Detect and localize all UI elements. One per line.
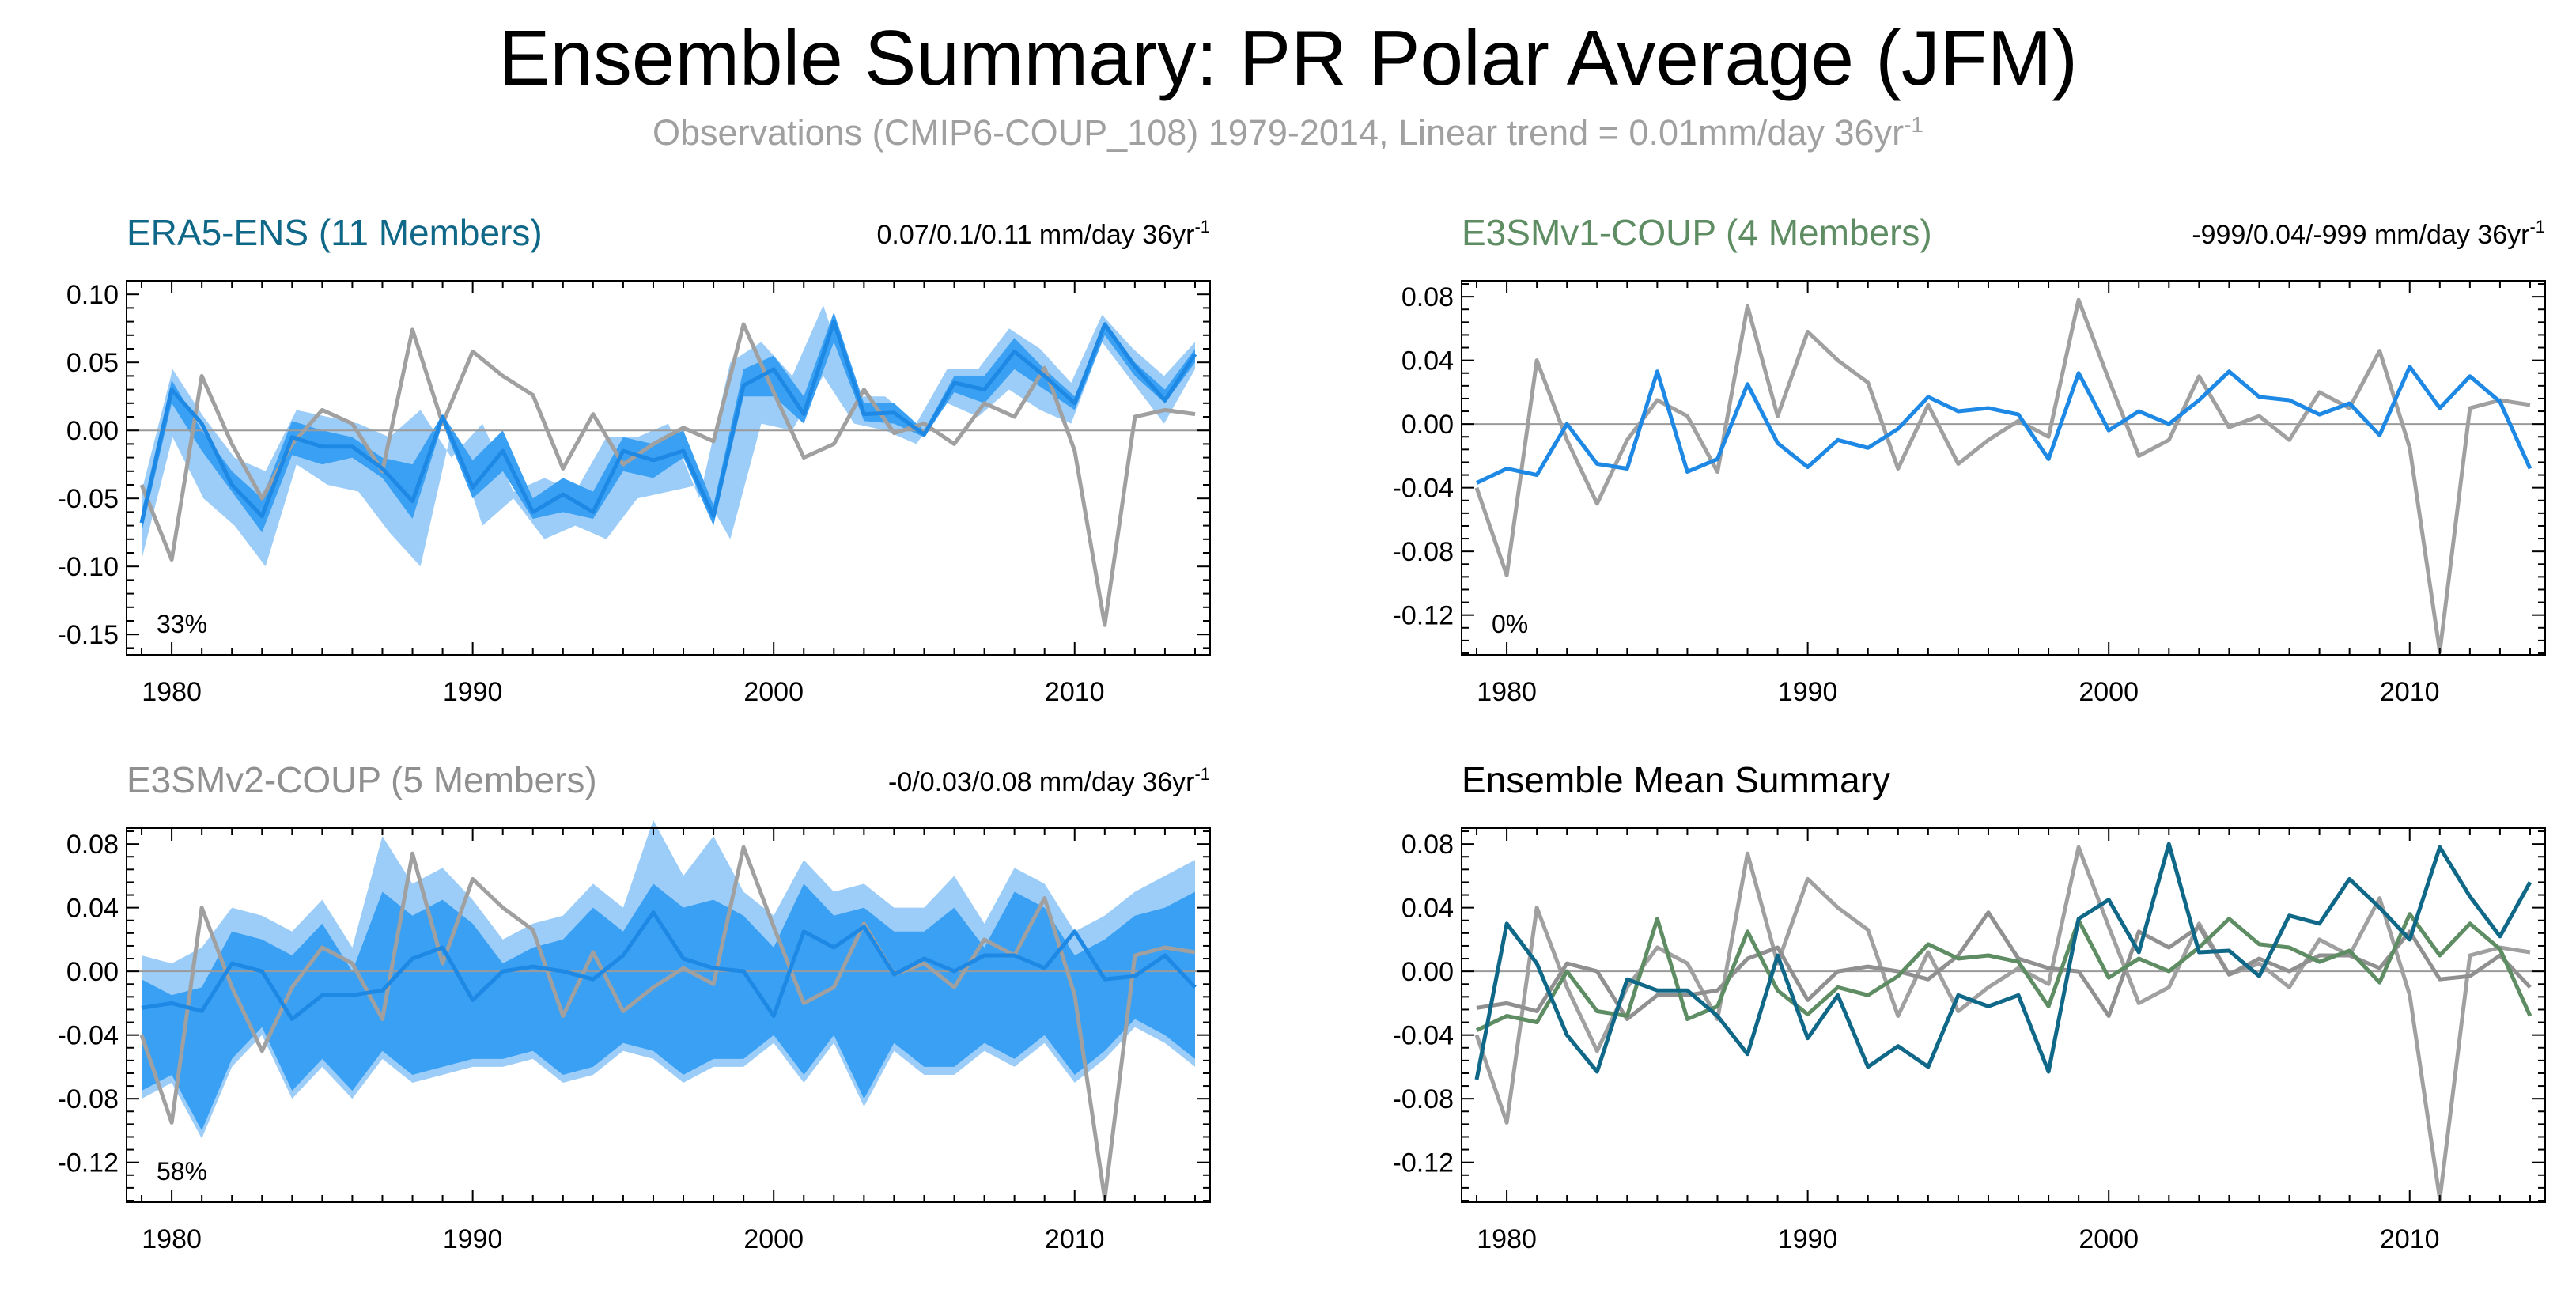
x-tick-label: 2000 [743, 1224, 804, 1254]
x-tick-label: 1990 [1778, 677, 1838, 707]
panel-title: Ensemble Mean Summary [1462, 759, 1890, 800]
x-tick-label: 1980 [1477, 1224, 1537, 1254]
panel-title: ERA5-ENS (11 Members) [127, 212, 543, 253]
x-tick-label: 2010 [1045, 677, 1105, 707]
y-tick-label: -0.04 [1393, 474, 1454, 504]
y-tick-label: 0.10 [66, 280, 119, 310]
trend-text: -0/0.03/0.08 mm/day 36yr [888, 767, 1194, 797]
y-tick-label: 0.04 [1401, 894, 1454, 924]
series-line-ensemble-mean [141, 910, 1197, 1021]
subtitle-superscript: -1 [1904, 112, 1923, 137]
chart-panel-1: 1980 1990 2000 2010 -0.15 -0.10 -0.05 0.00 0.05 0… [58, 212, 1211, 707]
y-tick-label: -0.10 [58, 552, 119, 582]
chart-panel-4: 1980 1990 2000 2010 -0.12 -0.08 -0.04 0.00 0.04 0… [1393, 759, 2546, 1254]
trend-text: 0.07/0.1/0.11 mm/day 36yr [877, 220, 1195, 250]
plot-frame [126, 280, 1211, 656]
trend-label: -999/0.04/-999 mm/day 36yr-1 [2192, 217, 2545, 250]
plot-frame [1461, 827, 2546, 1203]
percent-label: 0% [1492, 610, 1528, 638]
chart-panel-2: 1980 1990 2000 2010 -0.12 -0.08 -0.04 0.00 0.04 0… [1393, 212, 2546, 707]
y-tick-label: -0.08 [1393, 537, 1454, 567]
y-tick-label: 0.00 [1401, 410, 1454, 440]
x-tick-label: 2000 [2079, 1224, 2139, 1254]
x-tick-label: 2010 [2380, 1224, 2440, 1254]
percent-label: 33% [157, 610, 207, 638]
x-tick-label: 1980 [1477, 677, 1537, 707]
panel-title: E3SMv2-COUP (5 Members) [127, 759, 597, 800]
x-tick-label: 1980 [142, 1224, 202, 1254]
x-tick-label: 2010 [1045, 1224, 1105, 1254]
y-tick-label: 0.08 [66, 830, 119, 860]
percent-label: 58% [157, 1157, 207, 1186]
subtitle-text: Observations (CMIP6-COUP_108) 1979-2014,… [653, 112, 1905, 153]
series-line-observations [1474, 297, 2531, 654]
trend-superscript: -1 [1194, 764, 1210, 784]
series-line-ensemble-mean [139, 320, 1197, 524]
x-tick-label: 2000 [2079, 677, 2139, 707]
y-tick-label: 0.05 [66, 348, 119, 378]
x-tick-label: 1990 [1778, 1224, 1838, 1254]
page-title: Ensemble Summary: PR Polar Average (JFM) [498, 14, 2078, 101]
y-tick-label: -0.15 [58, 620, 119, 650]
plot-frame [126, 827, 1211, 1203]
chart-panel-3: 1980 1990 2000 2010 -0.12 -0.08 -0.04 0.00 0.04 0… [58, 759, 1211, 1254]
series-line-era5-ens [1474, 842, 2532, 1080]
trend-text: -999/0.04/-999 mm/day 36yr [2192, 220, 2529, 250]
trend-superscript: -1 [1194, 217, 1210, 236]
y-tick-label: -0.12 [58, 1148, 119, 1178]
panel-title: E3SMv1-COUP (4 Members) [1462, 212, 1932, 253]
y-tick-label: 0.00 [1401, 957, 1454, 987]
page-subtitle: Observations (CMIP6-COUP_108) 1979-2014,… [0, 103, 2576, 155]
series-line-e3smv2-coup [1476, 910, 2532, 1021]
y-tick-label: -0.04 [1393, 1021, 1454, 1051]
y-tick-label: 0.00 [66, 416, 119, 446]
series-line-e3smv1-coup [1475, 912, 2532, 1032]
trend-superscript: -1 [2529, 217, 2545, 236]
trend-label: 0.07/0.1/0.11 mm/day 36yr-1 [877, 217, 1211, 250]
band-central-range [142, 883, 1195, 1131]
plot-frame [1461, 280, 2546, 656]
x-tick-label: 1990 [443, 677, 503, 707]
y-tick-label: 0.08 [1401, 830, 1454, 860]
x-tick-label: 2000 [743, 677, 804, 707]
x-tick-label: 2010 [2380, 677, 2440, 707]
y-tick-label: 0.04 [66, 894, 119, 924]
y-tick-label: -0.12 [1393, 1148, 1454, 1178]
y-tick-label: -0.05 [58, 484, 119, 514]
x-tick-label: 1980 [142, 677, 202, 707]
y-tick-label: -0.08 [58, 1084, 119, 1114]
y-tick-label: -0.04 [58, 1021, 119, 1051]
y-tick-label: 0.04 [1401, 346, 1454, 376]
series-line-observations [1474, 845, 2531, 1201]
series-line-ensemble-mean [1475, 365, 2532, 485]
trend-label: -0/0.03/0.08 mm/day 36yr-1 [888, 764, 1210, 797]
series-line-observations [139, 322, 1196, 627]
series-line-observations [139, 845, 1196, 1201]
y-tick-label: 0.00 [66, 957, 119, 987]
band-central-range [142, 312, 1195, 533]
y-tick-label: -0.12 [1393, 601, 1454, 631]
y-tick-label: -0.08 [1393, 1084, 1454, 1114]
x-tick-label: 1990 [443, 1224, 503, 1254]
y-tick-label: 0.08 [1401, 282, 1454, 312]
